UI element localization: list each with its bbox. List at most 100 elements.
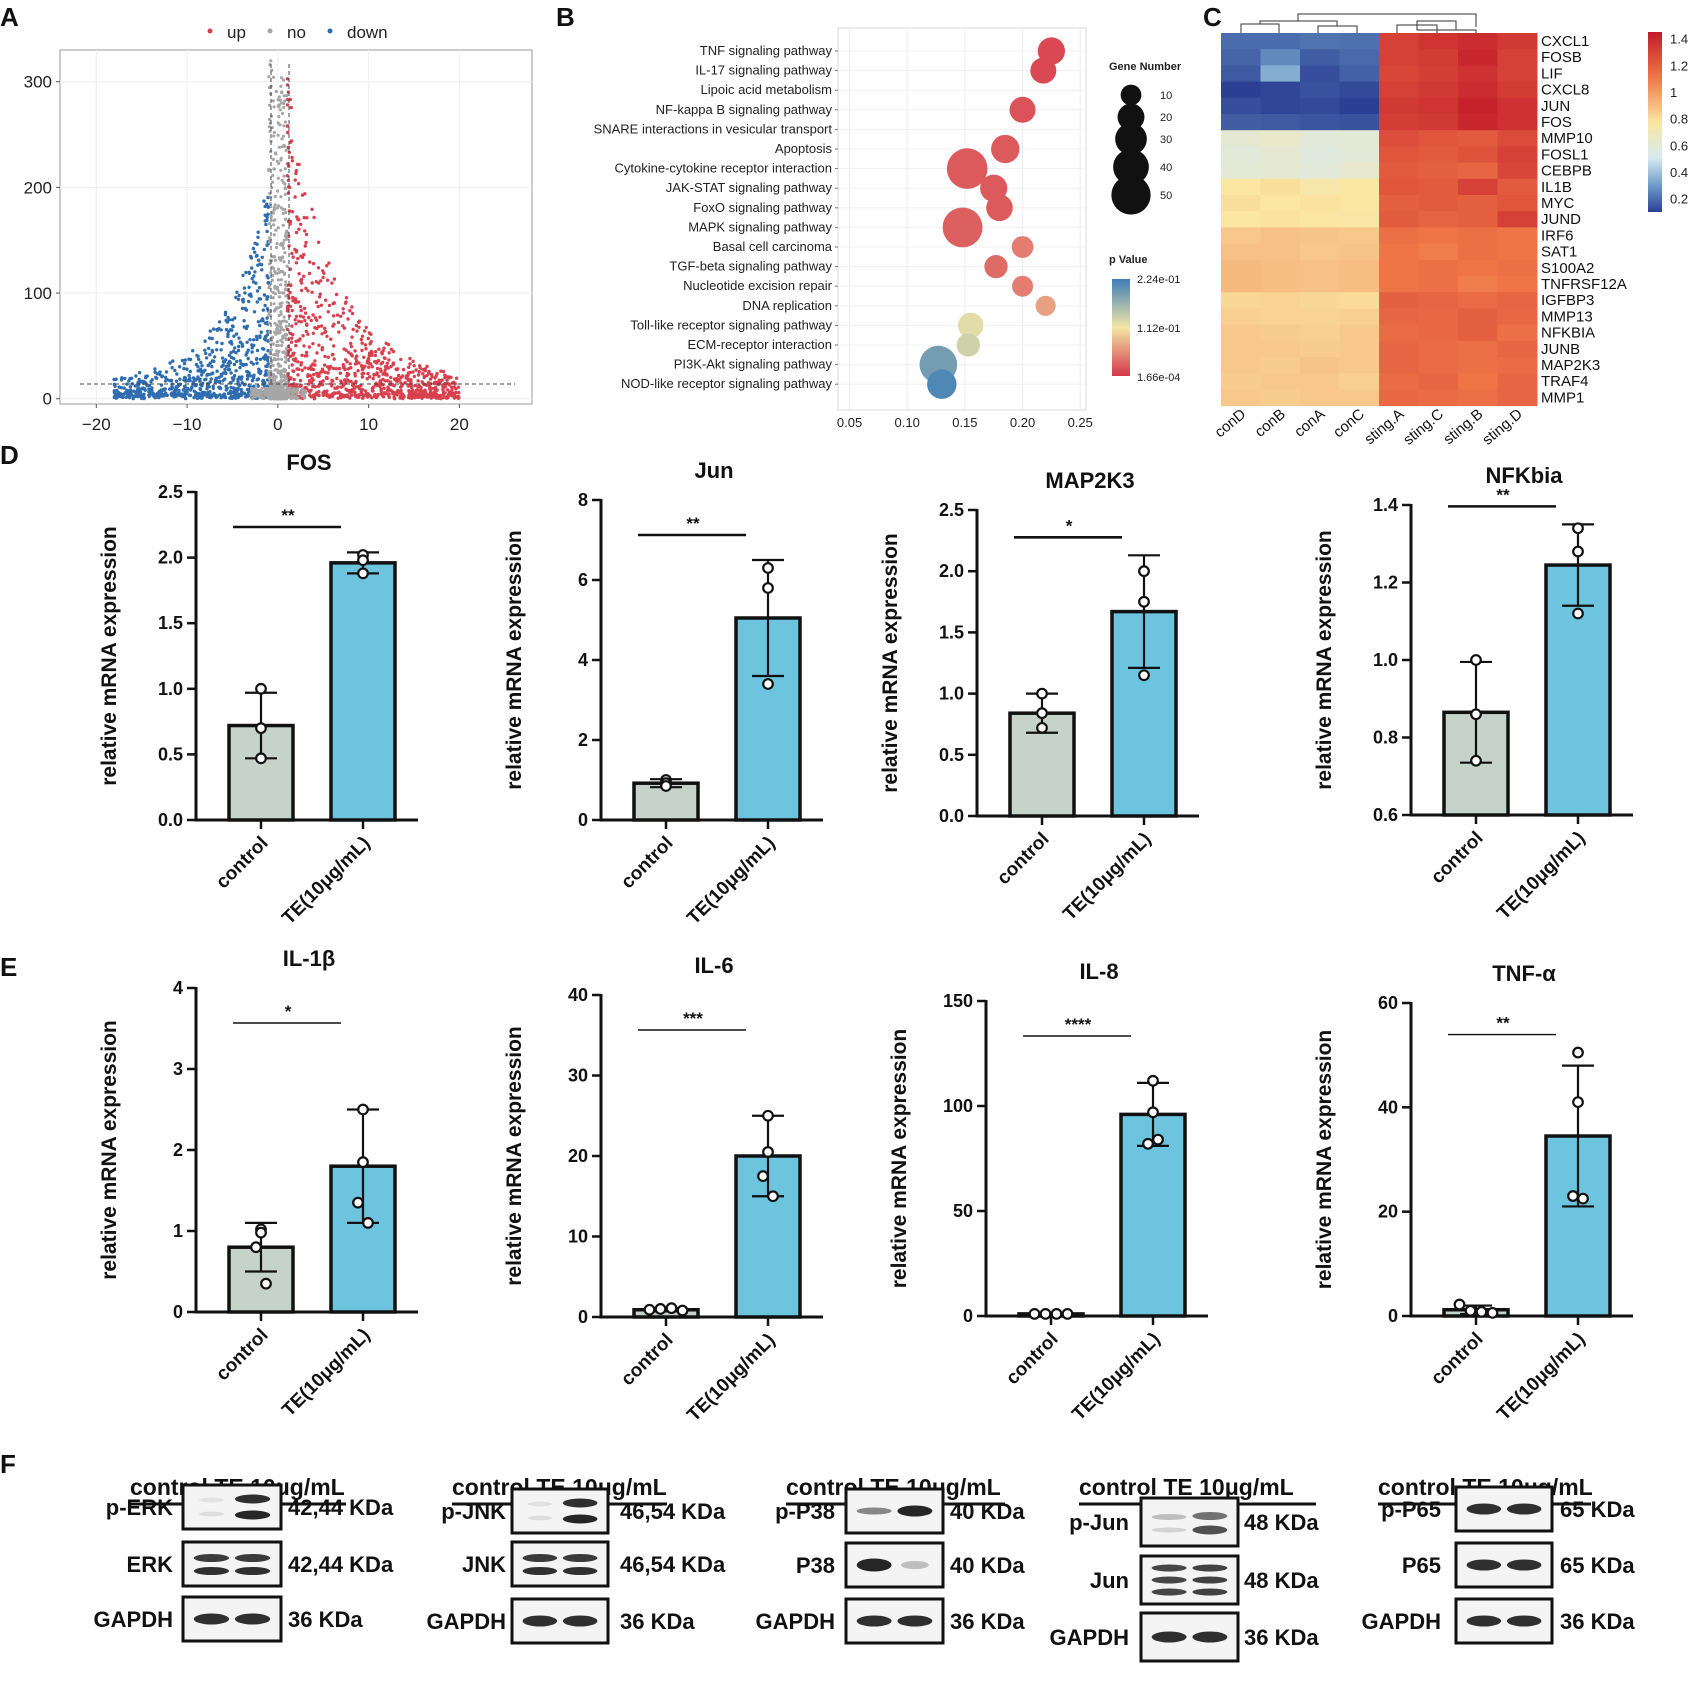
panel-letter-f: F <box>0 1449 16 1479</box>
volcano-point-up <box>391 362 395 366</box>
y-tick-label: 100 <box>943 1096 973 1116</box>
kegg-x-ticks: 0.05 0.10 0.15 0.20 0.25 <box>837 415 1093 430</box>
blot-size-label: 65 KDa <box>1560 1497 1635 1522</box>
volcano-point-no <box>279 325 283 329</box>
volcano-point-up <box>315 318 319 322</box>
volcano-point-up <box>299 288 304 293</box>
volcano-point-up <box>380 393 384 397</box>
bar-chart-map2k3: 0.0 0.5 1.0 1.5 2.0 2.5 relative mRNA expressi… <box>879 468 1199 925</box>
volcano-point-no <box>272 75 276 79</box>
volcano-point-up <box>388 380 393 384</box>
heatmap-cell <box>1379 389 1419 407</box>
volcano-point-down <box>246 348 250 352</box>
volcano-point-down <box>250 276 254 281</box>
heatmap-cell <box>1260 243 1301 261</box>
volcano-point-up <box>309 380 314 384</box>
volcano-point-down <box>188 369 192 374</box>
volcano-point-no <box>261 396 265 400</box>
volcano-point-up <box>422 375 426 380</box>
volcano-point-up <box>290 308 294 313</box>
blot-protein-label: GAPDH <box>1050 1625 1129 1650</box>
volcano-point-no <box>274 323 278 327</box>
kegg-pathway-label: FoxO signaling pathway <box>693 200 832 215</box>
data-point <box>1138 669 1150 682</box>
volcano-point-no <box>273 194 277 199</box>
volcano-point-no <box>280 178 284 182</box>
data-point <box>357 554 369 567</box>
heatmap-cell <box>1379 227 1419 245</box>
heatmap-cell <box>1418 178 1459 196</box>
heatmap-cell <box>1221 276 1261 293</box>
kegg-pathway-label: NF-kappa B signaling pathway <box>656 102 833 117</box>
data-point <box>660 780 672 792</box>
volcano-point-up <box>310 281 314 285</box>
data-point <box>1039 1307 1052 1320</box>
volcano-point-up <box>323 354 327 359</box>
volcano-point-up <box>383 373 388 377</box>
volcano-point-down <box>256 320 261 324</box>
blot-band <box>527 1515 552 1521</box>
volcano-point-up <box>287 234 291 238</box>
heatmap-cell <box>1379 146 1419 164</box>
volcano-point-down <box>265 202 269 206</box>
heatmap-cell <box>1260 276 1301 293</box>
y-tick-label: 1.0 <box>1373 650 1398 670</box>
volcano-point-down <box>238 359 242 363</box>
volcano-point-up <box>407 365 411 369</box>
volcano-point-down <box>168 387 172 391</box>
heatmap-cell <box>1260 373 1301 390</box>
volcano-point-up <box>452 395 457 399</box>
volcano-point-down <box>247 371 251 375</box>
volcano-point-down <box>144 374 148 379</box>
volcano-point-up <box>450 391 455 395</box>
heatmap-cell <box>1339 97 1380 115</box>
volcano-point-up <box>437 380 441 384</box>
heatmap-cell <box>1300 49 1340 66</box>
volcano-point-up <box>366 336 370 341</box>
volcano-point-down <box>236 392 240 396</box>
data-point <box>255 722 267 735</box>
volcano-point-no <box>278 380 282 384</box>
volcano-point-up <box>309 365 313 370</box>
volcano-point-down <box>162 387 166 391</box>
heatmap-cell <box>1260 308 1301 326</box>
data-point <box>1453 1298 1466 1311</box>
volcano-point-up <box>315 351 319 355</box>
volcano-point-no <box>273 203 277 207</box>
heatmap-cell <box>1260 65 1301 83</box>
volcano-point-no <box>250 386 254 390</box>
volcano-point-down <box>265 316 269 320</box>
volcano-point-down <box>244 362 248 367</box>
volcano-point-no <box>267 392 271 396</box>
y-tick-label: 150 <box>943 991 973 1011</box>
volcano-point-down <box>210 336 214 341</box>
volcano-point-down <box>124 395 128 399</box>
kegg-points <box>919 37 1066 399</box>
heatmap-cell <box>1418 49 1459 66</box>
volcano-point-up <box>401 367 406 372</box>
volcano-point-down <box>221 379 225 383</box>
heatmap-cell <box>1221 65 1261 83</box>
y-tick-label: 1.2 <box>1373 573 1398 593</box>
volcano-point-down <box>162 393 167 397</box>
volcano-point-up <box>349 353 354 357</box>
volcano-point-no <box>284 395 288 399</box>
heatmap-cell <box>1497 227 1538 245</box>
significance-marker: ** <box>1496 485 1510 504</box>
heatmap-cell <box>1497 340 1538 358</box>
heatmap-column-labels: conD conB conA conCsting.Asting.Csting.Bsti… <box>1212 406 1526 449</box>
bar-chart-jun: 0 2 4 6 8 relative mRNA expression Jun control T… <box>503 458 823 929</box>
volcano-point-up <box>397 378 401 382</box>
heatmap-cell <box>1300 114 1340 131</box>
volcano-point-up <box>434 374 438 378</box>
volcano-point-down <box>210 364 214 369</box>
volcano-point-up <box>316 240 321 244</box>
pvalue-colorbar <box>1112 279 1130 376</box>
volcano-point-up <box>300 193 305 197</box>
heatmap-cell <box>1418 81 1459 99</box>
category-label: TE(10μg/mL) <box>683 833 779 929</box>
volcano-point-up <box>290 155 294 160</box>
heatmap-cell <box>1300 389 1340 407</box>
heatmap-cell <box>1339 243 1380 261</box>
volcano-point-up <box>293 195 297 199</box>
